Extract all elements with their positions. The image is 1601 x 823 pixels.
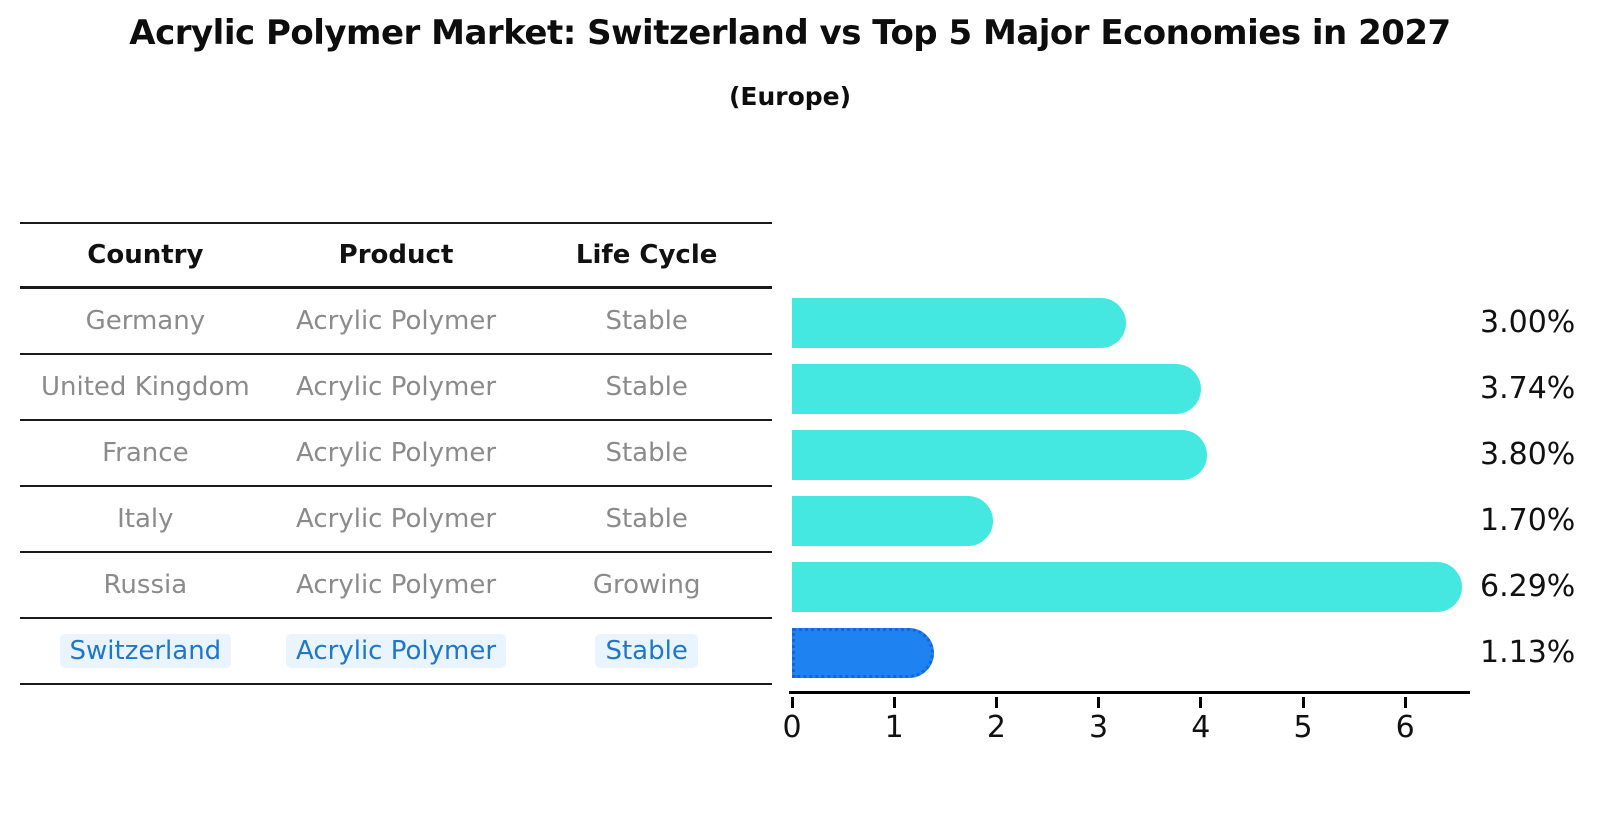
col-header-product: Product: [338, 240, 454, 270]
x-axis-tick-label: 4: [1191, 710, 1211, 745]
bar-value-label: 3.80%: [1480, 437, 1576, 472]
table-row: Switzerland Acrylic Polymer Stable: [20, 619, 772, 685]
x-axis-tick-label: 6: [1395, 710, 1415, 745]
table-row: Italy Acrylic Polymer Stable: [20, 487, 772, 553]
life-cycle-cell: Stable: [605, 504, 688, 534]
product-cell: Acrylic Polymer: [296, 372, 497, 402]
table-row: Russia Acrylic Polymer Growing: [20, 553, 772, 619]
table-row: United Kingdom Acrylic Polymer Stable: [20, 355, 772, 421]
x-axis-tick: [1199, 697, 1203, 708]
x-axis-tick-label: 5: [1293, 710, 1313, 745]
product-cell: Acrylic Polymer: [296, 438, 497, 468]
x-axis-tick: [1403, 697, 1407, 708]
bar-value-label: 3.00%: [1480, 305, 1576, 340]
bar-value-label: 3.74%: [1480, 371, 1576, 406]
x-axis-tick-label: 1: [884, 710, 904, 745]
bar-value-label: 1.70%: [1480, 503, 1576, 538]
table-row: Germany Acrylic Polymer Stable: [20, 289, 772, 355]
country-cell: Italy: [117, 504, 174, 534]
bar-chart-plot-area: [789, 276, 1470, 694]
bar-italy: [792, 496, 993, 546]
country-cell: France: [102, 438, 189, 468]
bar-value-label: 6.29%: [1480, 569, 1576, 604]
bar-france: [792, 430, 1208, 480]
product-cell: Acrylic Polymer: [296, 306, 497, 336]
country-cell: Germany: [85, 306, 206, 336]
col-header-country: Country: [87, 240, 204, 270]
life-cycle-cell: Stable: [605, 372, 688, 402]
life-cycle-cell: Stable: [605, 306, 688, 336]
bar-switzerland: [792, 628, 935, 678]
bar-united-kingdom: [792, 364, 1202, 414]
x-axis: 0 1 2 3 4 5 6: [782, 697, 1509, 757]
product-cell: Acrylic Polymer: [271, 634, 522, 668]
country-cell: Russia: [103, 570, 188, 600]
x-axis-tick: [1301, 697, 1305, 708]
life-cycle-cell: Stable: [605, 438, 688, 468]
x-axis-tick: [994, 697, 998, 708]
col-header-life-cycle: Life Cycle: [575, 240, 718, 270]
table-header-row: Country Product Life Cycle: [20, 224, 772, 289]
bar-russia: [792, 562, 1462, 612]
chart-subtitle: (Europe): [728, 82, 852, 111]
country-cell: United Kingdom: [41, 372, 250, 402]
product-cell: Acrylic Polymer: [296, 504, 497, 534]
x-axis-tick: [892, 697, 896, 708]
x-axis-tick: [1097, 697, 1101, 708]
life-cycle-cell: Growing: [592, 570, 701, 600]
x-axis-tick: [790, 697, 794, 708]
life-cycle-cell: Stable: [521, 634, 772, 668]
bar-value-label: 1.13%: [1480, 635, 1576, 670]
x-axis-tick-label: 2: [986, 710, 1006, 745]
country-cell: Switzerland: [20, 634, 271, 668]
product-cell: Acrylic Polymer: [296, 570, 497, 600]
x-axis-tick-label: 3: [1089, 710, 1109, 745]
x-axis-tick-label: 0: [782, 710, 802, 745]
bar-germany: [792, 298, 1126, 348]
chart-title: Acrylic Polymer Market: Switzerland vs T…: [129, 13, 1451, 53]
table-row: France Acrylic Polymer Stable: [20, 421, 772, 487]
country-table: Country Product Life Cycle Germany Acryl…: [20, 222, 772, 685]
